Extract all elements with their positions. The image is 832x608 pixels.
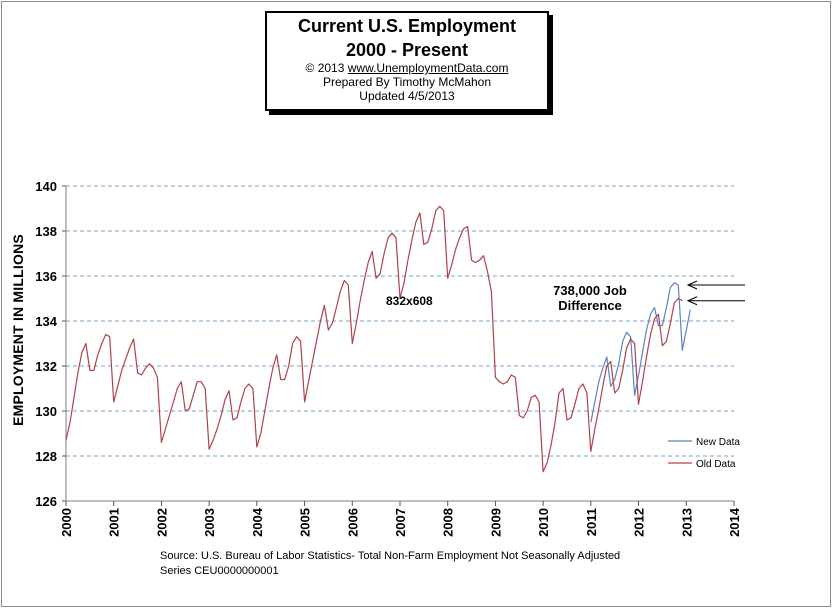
arrow-head-2 <box>686 296 698 306</box>
grid-layer <box>66 185 734 457</box>
source-line1: Source: U.S. Bureau of Labor Statistics-… <box>160 550 621 562</box>
copyright-line: © 2013 www.UnemploymentData.com <box>267 61 547 75</box>
prepared-by: Prepared By Timothy McMahon <box>322 75 492 89</box>
legend-label-1: New Data <box>696 437 740 448</box>
arrow-head-1 <box>686 280 698 290</box>
dimensions-annotation: 832x608 <box>386 294 433 308</box>
y-tick-label-138: 138 <box>35 224 57 239</box>
chart-subtitle: 2000 - Present <box>345 40 469 60</box>
y-tick-label-130: 130 <box>35 404 57 419</box>
x-tick-label-2013: 2013 <box>679 508 694 537</box>
x-tick-label-2004: 2004 <box>250 507 265 537</box>
legend: New Data Old Data <box>668 437 740 470</box>
x-tick-label-2000: 2000 <box>59 508 74 537</box>
x-tick-label-2006: 2006 <box>345 508 360 537</box>
y-tick-label-140: 140 <box>35 179 57 194</box>
y-tick-label-132: 132 <box>35 359 57 374</box>
copyright-text: © 2013 <box>305 61 345 75</box>
x-tick-label-2011: 2011 <box>584 508 599 536</box>
updated-date: Updated 4/5/2013 <box>359 89 455 103</box>
arrow-layer <box>686 280 745 306</box>
x-tick-label-2012: 2012 <box>632 508 647 537</box>
y-tick-label-126: 126 <box>35 494 57 509</box>
job-difference-line1: 738,000 Job <box>553 283 627 298</box>
x-tick-label-2005: 2005 <box>298 508 313 537</box>
source-line2: Series CEU0000000001 <box>160 565 279 577</box>
website-link[interactable]: www.UnemploymentData.com <box>347 61 509 75</box>
series-layer <box>65 205 691 473</box>
series-line-new-data <box>590 282 691 423</box>
x-tick-label-2010: 2010 <box>536 508 551 537</box>
job-difference-annotation: 738,000 Job Difference <box>540 283 640 313</box>
x-tick-label-2008: 2008 <box>441 508 456 537</box>
x-tick-label-2003: 2003 <box>202 508 217 537</box>
x-tick-label-2007: 2007 <box>393 508 408 537</box>
y-tick-label-128: 128 <box>35 449 57 464</box>
series-line-old-data <box>65 205 683 473</box>
y-axis-label-text: EMPLOYMENT IN MILLIONS <box>10 234 26 426</box>
y-tick-label-134: 134 <box>35 314 57 329</box>
legend-label-2: Old Data <box>696 459 736 470</box>
job-difference-line2: Difference <box>558 298 622 313</box>
axis-layer: 126 128 130 132 134 136 138 140 2000 2001 2002 2003… <box>35 179 742 537</box>
x-tick-label-2001: 2001 <box>107 508 122 537</box>
source-note: Source: U.S. Bureau of Labor Statistics-… <box>160 549 620 579</box>
x-tick-label-2014: 2014 <box>727 507 742 537</box>
x-tick-label-2002: 2002 <box>154 508 169 537</box>
y-tick-label-136: 136 <box>35 269 57 284</box>
chart-title-box: Current U.S. Employment 2000 - Present ©… <box>265 11 549 111</box>
chart-title: Current U.S. Employment <box>297 16 517 36</box>
x-tick-label-2009: 2009 <box>488 508 503 537</box>
